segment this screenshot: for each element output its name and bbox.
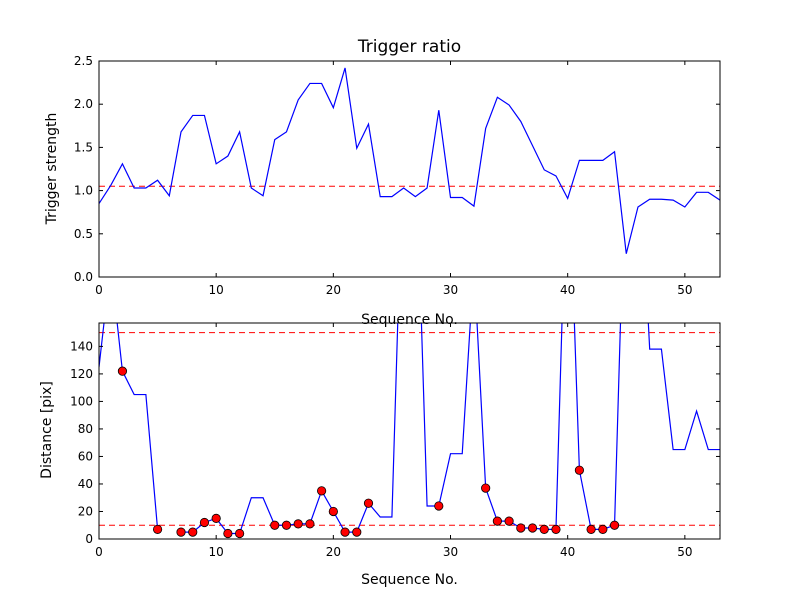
data-point bbox=[504, 516, 514, 526]
plot-area: 0 10 20 30 40 50 0 20 40 60 80 100 120 140 bbox=[70, 322, 721, 559]
y-tick-label: 2.5 bbox=[74, 54, 93, 68]
data-point bbox=[586, 524, 596, 534]
x-tick-label: 0 bbox=[95, 283, 103, 297]
y-tick-label: 80 bbox=[78, 422, 93, 436]
y-tick-label: 20 bbox=[78, 504, 93, 518]
data-point bbox=[352, 527, 362, 537]
x-tick-label: 20 bbox=[326, 283, 341, 297]
data-point bbox=[434, 501, 444, 511]
y-tick-label: 60 bbox=[78, 449, 93, 463]
data-point bbox=[270, 520, 280, 530]
x-tick-label: 50 bbox=[677, 545, 692, 559]
x-tick-label: 30 bbox=[443, 283, 458, 297]
x-tick-label: 10 bbox=[209, 283, 224, 297]
y-tick-label: 100 bbox=[70, 394, 93, 408]
data-point bbox=[492, 516, 502, 526]
y-tick-label: 0 bbox=[85, 532, 93, 546]
data-point bbox=[328, 506, 338, 517]
data-point bbox=[363, 498, 374, 508]
data-point bbox=[574, 465, 584, 475]
x-tick-label: 50 bbox=[677, 283, 692, 297]
data-point bbox=[235, 528, 245, 539]
data-point bbox=[117, 366, 128, 376]
y-tick-label: 40 bbox=[78, 477, 93, 491]
x-tick-label: 30 bbox=[443, 545, 458, 559]
data-point bbox=[152, 524, 163, 534]
data-point bbox=[527, 523, 538, 533]
data-point bbox=[598, 524, 608, 534]
data-point bbox=[293, 519, 303, 529]
data-point bbox=[305, 519, 315, 529]
data-point bbox=[516, 523, 526, 533]
series-line bbox=[99, 67, 720, 254]
x-axis-label: Sequence No. bbox=[361, 312, 458, 328]
x-tick-label: 20 bbox=[326, 545, 341, 559]
x-tick-label: 0 bbox=[95, 545, 103, 559]
data-point bbox=[176, 527, 186, 537]
data-point bbox=[199, 517, 210, 528]
y-tick-label: 0.5 bbox=[74, 227, 93, 241]
y-tick-label: 120 bbox=[70, 367, 93, 381]
series-line bbox=[99, 323, 720, 535]
y-tick-label: 1.5 bbox=[74, 140, 93, 154]
chart-title: Trigger ratio bbox=[357, 37, 461, 57]
data-point bbox=[317, 486, 327, 496]
data-point bbox=[223, 528, 233, 539]
y-tick-label: 1.0 bbox=[74, 184, 93, 198]
y-axis-label: Distance [pix] bbox=[39, 381, 55, 479]
data-point bbox=[481, 483, 491, 493]
distance-chart: Sequence No. Distance [pix] 0 10 20 30 40 500… bbox=[39, 322, 721, 588]
x-tick-label: 40 bbox=[560, 283, 575, 297]
data-point bbox=[188, 527, 198, 537]
data-point bbox=[281, 520, 292, 530]
plot-frame bbox=[98, 60, 721, 278]
data-point bbox=[211, 513, 221, 523]
plot-frame bbox=[98, 322, 721, 540]
plot-area: 0 10 20 30 40 50 0.0 0.5 1.0 1.5 2.0 2.5 bbox=[74, 54, 721, 297]
data-point bbox=[340, 527, 350, 537]
x-tick-label: 40 bbox=[560, 545, 575, 559]
trigger-ratio-chart: Trigger ratio Sequence No. Trigger stren… bbox=[44, 37, 721, 328]
y-tick-label: 0.0 bbox=[74, 270, 93, 284]
data-point bbox=[551, 524, 561, 534]
data-point bbox=[609, 520, 620, 530]
y-axis-label: Trigger strength bbox=[44, 113, 60, 226]
x-tick-label: 10 bbox=[209, 545, 224, 559]
data-point bbox=[539, 524, 549, 534]
x-axis-label: Sequence No. bbox=[361, 572, 458, 588]
y-tick-label: 140 bbox=[70, 339, 93, 353]
y-tick-label: 2.0 bbox=[74, 97, 93, 111]
